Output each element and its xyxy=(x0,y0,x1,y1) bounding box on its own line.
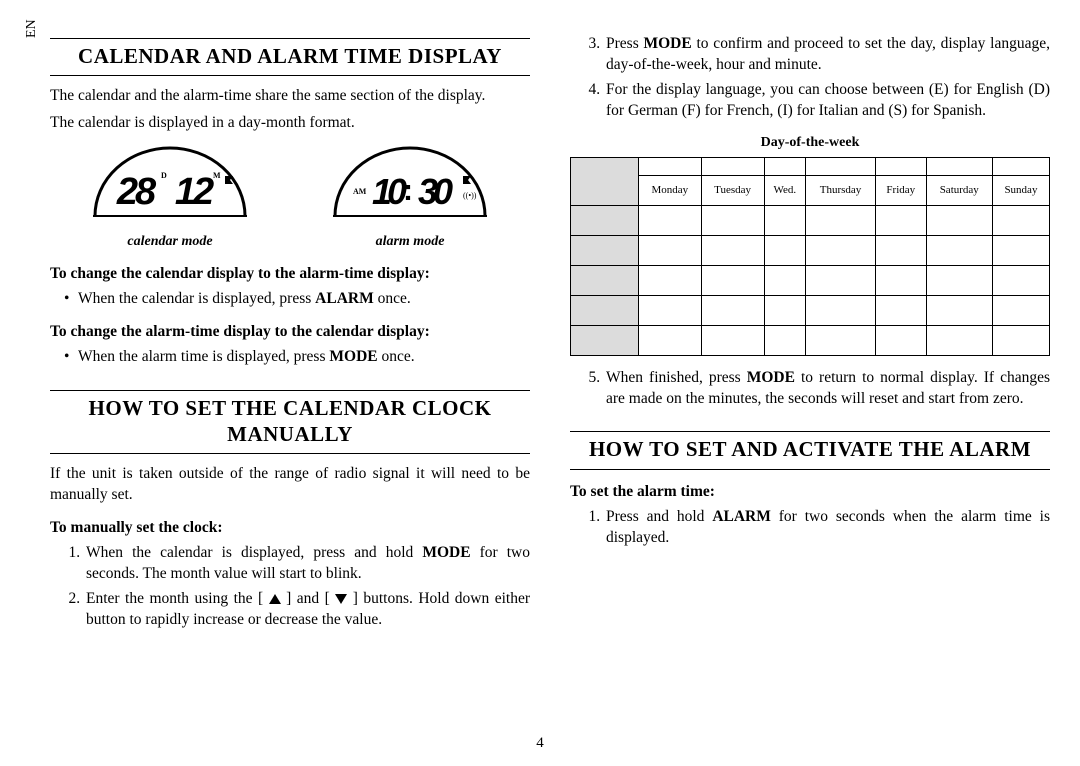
fig-calendar-mode: 28 12 D M calendar mode xyxy=(85,146,255,252)
language-tag: EN xyxy=(24,19,40,38)
table-header: Saturday xyxy=(926,175,992,205)
table-header: Monday xyxy=(639,175,702,205)
mode-word: MODE xyxy=(747,369,795,386)
fig-caption-alarm: alarm mode xyxy=(325,233,495,252)
svg-text:M: M xyxy=(213,171,221,180)
svg-text:AM: AM xyxy=(353,187,367,196)
bullet-text: When the alarm time is displayed, press … xyxy=(78,348,415,365)
svg-text:10: 10 xyxy=(372,171,407,212)
para-share-section: The calendar and the alarm-time share th… xyxy=(50,86,530,107)
subhead-set-alarm-time: To set the alarm time: xyxy=(570,482,1050,503)
mode-word: MODE xyxy=(644,35,692,52)
svg-text:30: 30 xyxy=(418,171,453,212)
step-text: ] and [ xyxy=(281,590,336,607)
svg-text:((•)): ((•)) xyxy=(463,191,477,200)
step-text: Press xyxy=(606,35,644,52)
fig-alarm-mode: AM 10 : 30 ((•)) alarm mode xyxy=(325,146,495,252)
svg-text:28: 28 xyxy=(116,171,157,213)
table-cell xyxy=(806,157,876,175)
bullet-press-alarm: When the calendar is displayed, press AL… xyxy=(50,289,530,310)
svg-text:12: 12 xyxy=(175,171,214,213)
step-text: Enter the month using the [ xyxy=(86,590,269,607)
step-4: For the display language, you can choose… xyxy=(604,80,1050,122)
table-row xyxy=(571,235,1050,265)
step-3: Press MODE to confirm and proceed to set… xyxy=(604,34,1050,76)
para-outside-range: If the unit is taken outside of the rang… xyxy=(50,464,530,506)
bullet-text: When the calendar is displayed, press AL… xyxy=(78,290,411,307)
mode-word: MODE xyxy=(422,544,470,561)
day-of-week-table: Monday Tuesday Wed. Thursday Friday Satu… xyxy=(570,157,1050,356)
lcd-figures: 28 12 D M calendar mode AM 10 : 30 xyxy=(50,146,530,252)
table-header: Sunday xyxy=(992,175,1049,205)
table-caption: Day-of-the-week xyxy=(570,134,1050,153)
lcd-alarm-icon: AM 10 : 30 ((•)) xyxy=(325,146,495,222)
table-header: Tuesday xyxy=(701,175,764,205)
heading-calendar-alarm: CALENDAR AND ALARM TIME DISPLAY xyxy=(50,38,530,76)
table-cell xyxy=(639,157,702,175)
manual-set-steps-end: When finished, press MODE to return to n… xyxy=(570,368,1050,410)
table-corner xyxy=(571,157,639,205)
heading-set-calendar-clock: HOW TO SET THE CALENDAR CLOCK MANUALLY xyxy=(50,390,530,455)
subhead-manually-set: To manually set the clock: xyxy=(50,518,530,539)
table-row xyxy=(571,157,1050,175)
table-cell xyxy=(875,157,926,175)
svg-text:D: D xyxy=(161,171,167,180)
step-text: Press and hold xyxy=(606,508,712,525)
manual-set-steps: When the calendar is displayed, press an… xyxy=(50,543,530,631)
up-arrow-icon xyxy=(269,594,281,604)
right-column: Press MODE to confirm and proceed to set… xyxy=(565,30,1050,746)
para-day-month-format: The calendar is displayed in a day-month… xyxy=(50,113,530,134)
step-5: When finished, press MODE to return to n… xyxy=(604,368,1050,410)
step-text: When the calendar is displayed, press an… xyxy=(86,544,422,561)
step-2: Enter the month using the [ ] and [ ] bu… xyxy=(84,589,530,631)
heading-set-activate-alarm: HOW TO SET AND ACTIVATE THE ALARM xyxy=(570,431,1050,469)
table-row xyxy=(571,205,1050,235)
table-row xyxy=(571,325,1050,355)
bullet-press-mode: When the alarm time is displayed, press … xyxy=(50,347,530,368)
table-header: Friday xyxy=(875,175,926,205)
page-content: CALENDAR AND ALARM TIME DISPLAY The cale… xyxy=(0,0,1080,766)
left-column: CALENDAR AND ALARM TIME DISPLAY The cale… xyxy=(50,30,535,746)
alarm-set-steps: Press and hold ALARM for two seconds whe… xyxy=(570,507,1050,549)
subhead-to-calendar: To change the alarm-time display to the … xyxy=(50,322,530,343)
subhead-to-alarm: To change the calendar display to the al… xyxy=(50,264,530,285)
manual-set-steps-cont: Press MODE to confirm and proceed to set… xyxy=(570,34,1050,122)
alarm-word: ALARM xyxy=(712,508,771,525)
step-1: When the calendar is displayed, press an… xyxy=(84,543,530,585)
step-text: When finished, press xyxy=(606,369,747,386)
table-row xyxy=(571,295,1050,325)
table-cell xyxy=(701,157,764,175)
table-row xyxy=(571,265,1050,295)
down-arrow-icon xyxy=(335,594,347,604)
alarm-step-1: Press and hold ALARM for two seconds whe… xyxy=(604,507,1050,549)
page-number: 4 xyxy=(536,735,544,752)
fig-caption-calendar: calendar mode xyxy=(85,233,255,252)
table-cell xyxy=(992,157,1049,175)
table-header: Wed. xyxy=(764,175,806,205)
table-cell xyxy=(926,157,992,175)
table-cell xyxy=(764,157,806,175)
lcd-calendar-icon: 28 12 D M xyxy=(85,146,255,222)
svg-text::: : xyxy=(403,174,413,207)
table-header-row: Monday Tuesday Wed. Thursday Friday Satu… xyxy=(571,175,1050,205)
table-header: Thursday xyxy=(806,175,876,205)
